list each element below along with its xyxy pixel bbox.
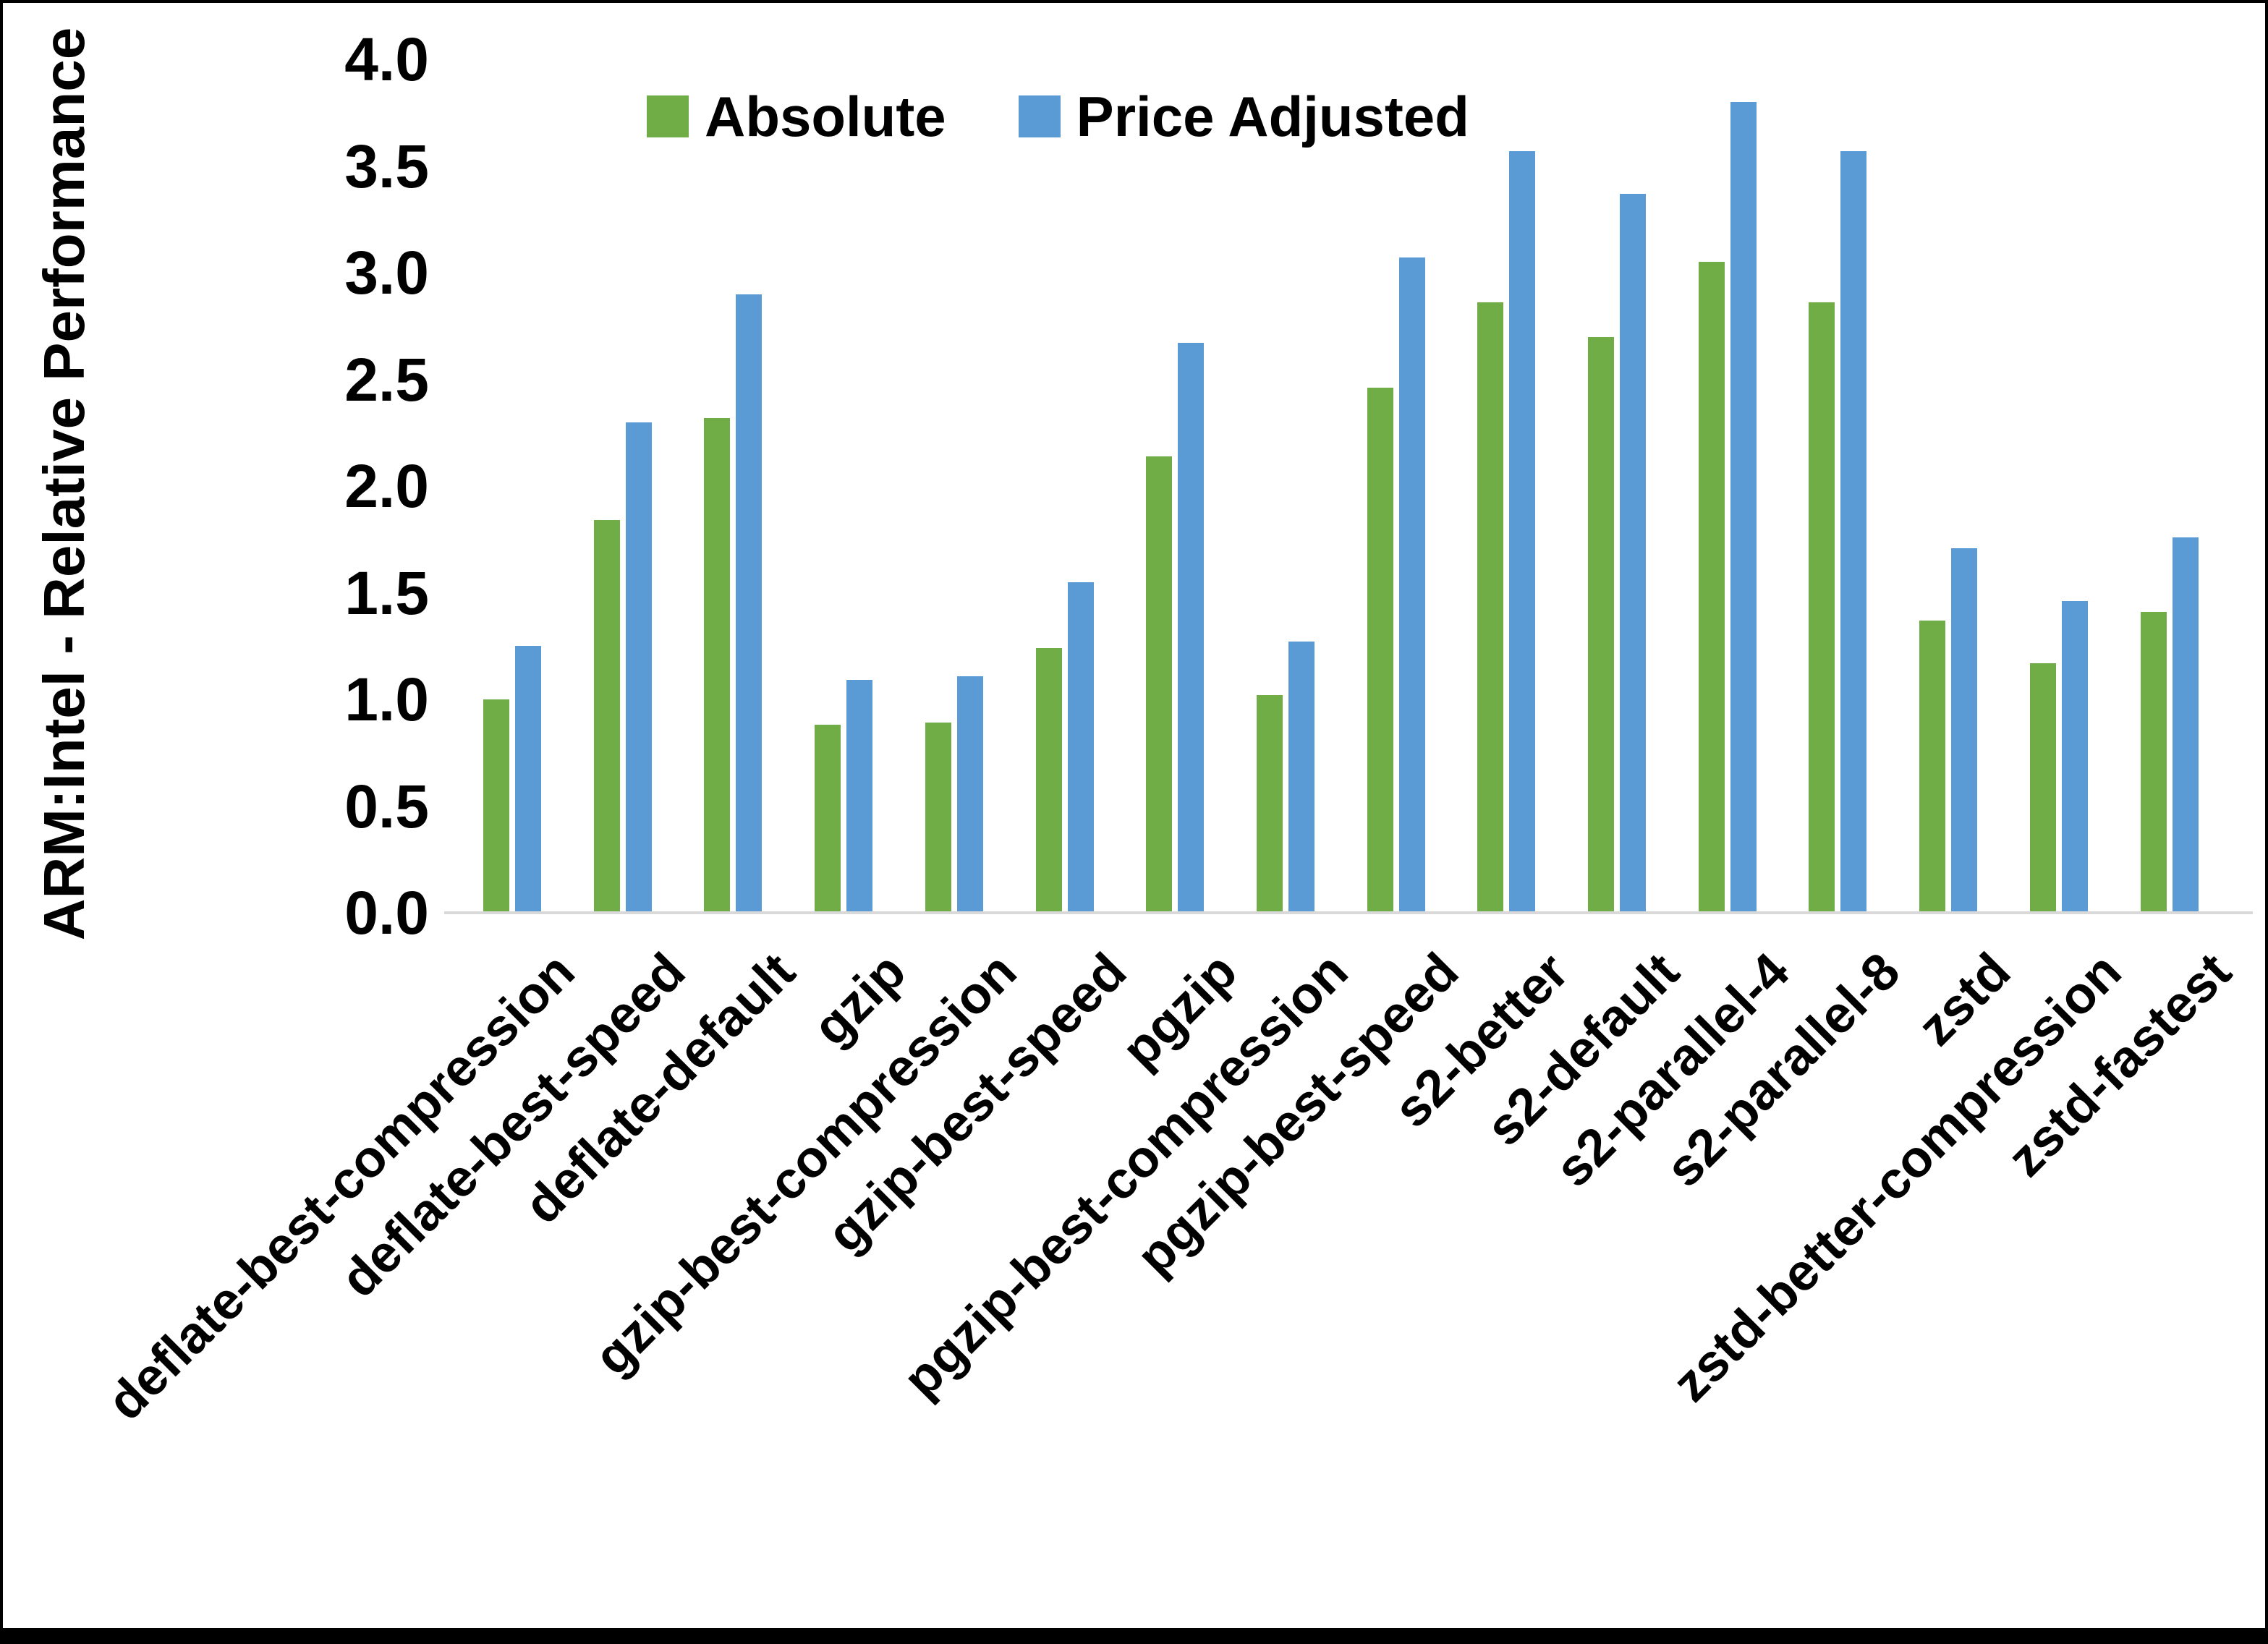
bar-absolute-zstd-better-compression xyxy=(2029,663,2056,911)
y-tick-label-3.5: 3.5 xyxy=(344,132,429,200)
bar-price-adjusted-zstd-better-compression xyxy=(2061,601,2088,911)
y-tick-label-0.0: 0.0 xyxy=(344,879,429,947)
bar-price-adjusted-gzip-best-compression xyxy=(956,676,983,911)
legend: Absolute Price Adjusted xyxy=(647,88,1469,145)
bar-price-adjusted-zstd xyxy=(1951,548,1978,911)
bar-price-adjusted-pgzip-best-speed xyxy=(1398,257,1425,911)
bar-absolute-gzip-best-speed xyxy=(1035,648,1062,911)
legend-label: Price Adjusted xyxy=(1076,85,1469,148)
bar-price-adjusted-zstd-fastest xyxy=(2172,537,2199,911)
bar-absolute-deflate-best-compression xyxy=(483,699,509,911)
bar-price-adjusted-gzip-best-speed xyxy=(1067,582,1094,911)
bar-absolute-s2-better xyxy=(1477,302,1504,911)
bar-price-adjusted-s2-parallel-4 xyxy=(1730,102,1757,911)
bar-absolute-zstd-fastest xyxy=(2140,612,2167,911)
bar-absolute-deflate-default xyxy=(704,417,731,911)
x-axis-line xyxy=(444,911,2253,914)
bar-price-adjusted-pgzip xyxy=(1178,343,1205,911)
bottom-border-bar xyxy=(3,1628,2268,1641)
bar-price-adjusted-pgzip-best-compression xyxy=(1288,642,1314,911)
y-tick-label-1.5: 1.5 xyxy=(344,558,429,627)
bar-absolute-gzip-best-compression xyxy=(925,723,951,911)
x-category-label-deflate-best-compression: deflate-best-compression xyxy=(96,942,586,1431)
y-tick-label-1.0: 1.0 xyxy=(344,665,429,733)
y-tick-label-2.0: 2.0 xyxy=(344,452,429,520)
legend-label: Absolute xyxy=(705,85,946,148)
y-tick-label-0.5: 0.5 xyxy=(344,772,429,840)
bar-absolute-pgzip-best-speed xyxy=(1367,388,1393,911)
bar-absolute-pgzip xyxy=(1146,456,1173,911)
legend-item-price-adjusted: Price Adjusted xyxy=(1018,85,1469,148)
bar-price-adjusted-gzip xyxy=(846,680,873,911)
y-tick-label-4.0: 4.0 xyxy=(344,25,429,93)
y-tick-label-2.5: 2.5 xyxy=(344,345,429,414)
bar-absolute-s2-parallel-8 xyxy=(1809,302,1835,911)
bar-absolute-pgzip-best-compression xyxy=(1256,695,1283,911)
y-tick-label-3.0: 3.0 xyxy=(344,239,429,307)
bar-absolute-gzip xyxy=(815,725,841,911)
legend-swatch-icon xyxy=(647,95,689,137)
bar-absolute-deflate-best-speed xyxy=(593,520,620,911)
bar-absolute-s2-parallel-4 xyxy=(1698,262,1725,911)
bar-price-adjusted-s2-parallel-8 xyxy=(1840,150,1867,911)
bar-price-adjusted-deflate-default xyxy=(736,294,763,911)
bar-absolute-zstd xyxy=(1919,620,1946,911)
bar-price-adjusted-s2-better xyxy=(1509,150,1536,911)
y-axis-title: ARM:Intel - Relative Performance xyxy=(32,27,96,941)
legend-swatch-icon xyxy=(1018,95,1061,137)
bar-price-adjusted-deflate-best-compression xyxy=(515,646,541,911)
bar-price-adjusted-deflate-best-speed xyxy=(625,422,652,911)
legend-item-absolute: Absolute xyxy=(647,88,946,145)
bar-price-adjusted-s2-default xyxy=(1620,193,1646,911)
bar-absolute-s2-default xyxy=(1588,336,1614,911)
